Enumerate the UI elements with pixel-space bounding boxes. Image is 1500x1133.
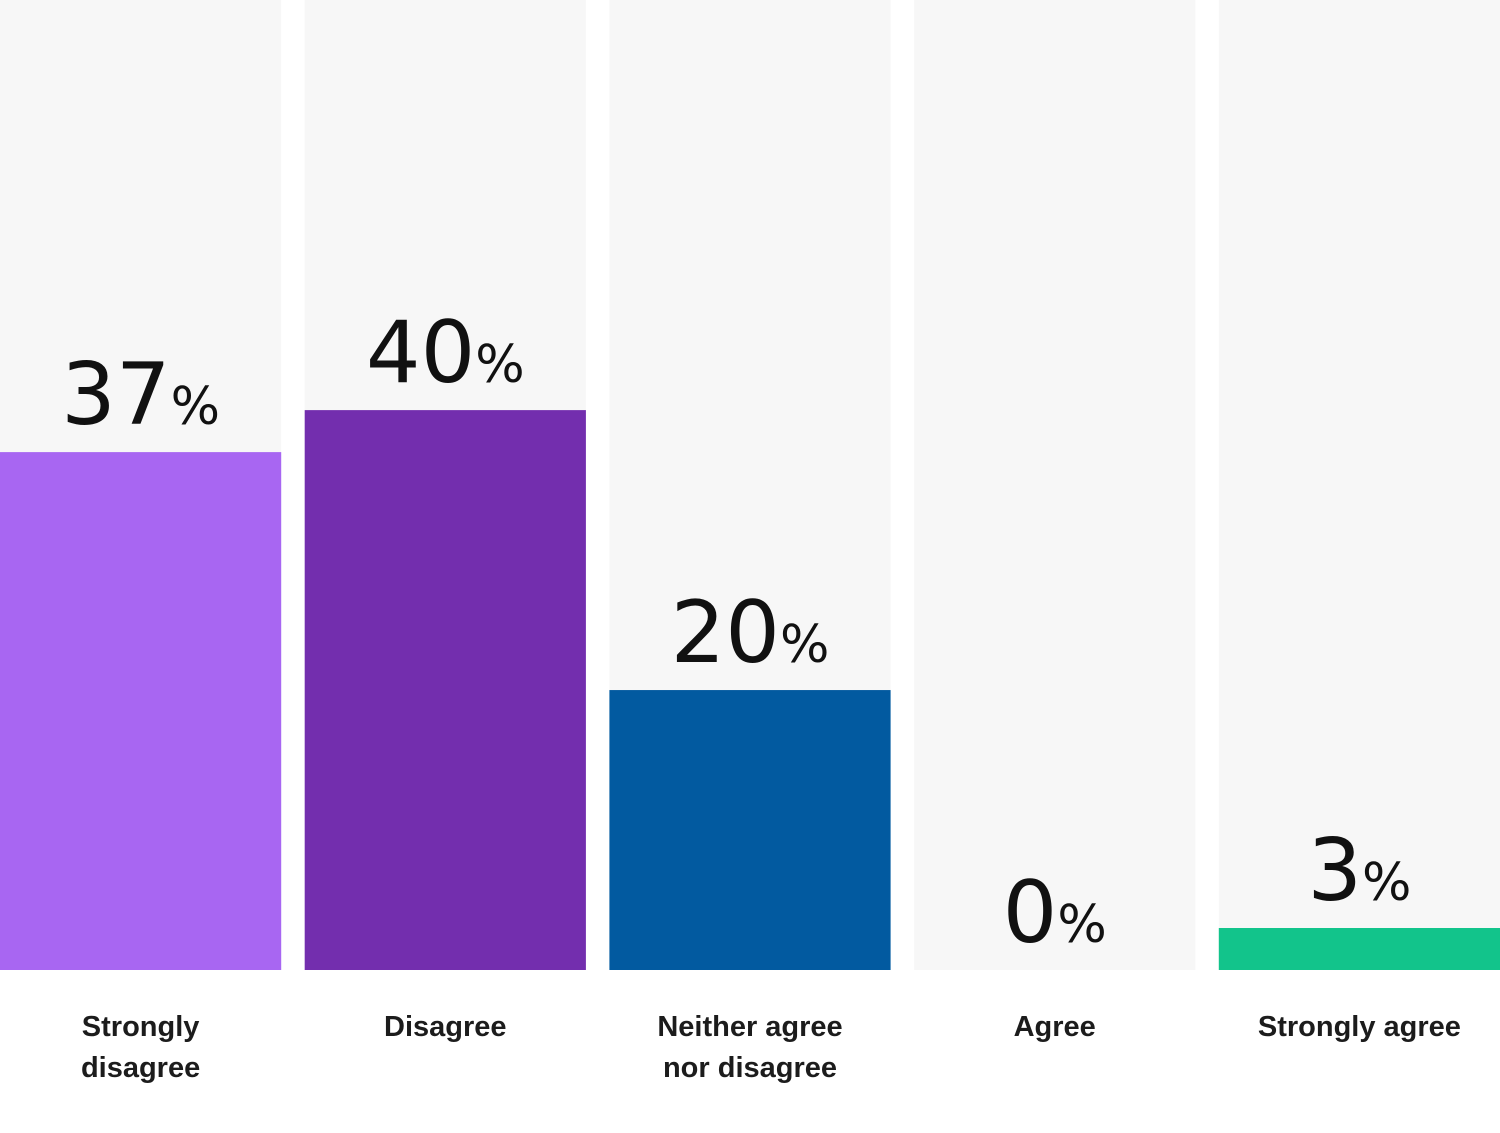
track	[914, 0, 1196, 970]
bar	[304, 410, 586, 970]
category-label: Strongly disagree	[80, 1011, 201, 1084]
value-label: 0%	[1003, 863, 1107, 963]
bar	[1218, 928, 1500, 970]
track	[1218, 0, 1500, 970]
value-label: 20%	[671, 583, 830, 683]
value-label: 40%	[366, 303, 525, 403]
category-label: Strongly agree	[1257, 1011, 1461, 1043]
value-label: 37%	[61, 345, 220, 445]
category-label: Neither agree nor disagree	[657, 1011, 843, 1084]
category-label: Disagree	[384, 1011, 507, 1043]
category-label: Agree	[1013, 1011, 1096, 1043]
value-label: 3%	[1307, 821, 1411, 921]
bar	[0, 452, 282, 970]
bar	[609, 690, 891, 970]
